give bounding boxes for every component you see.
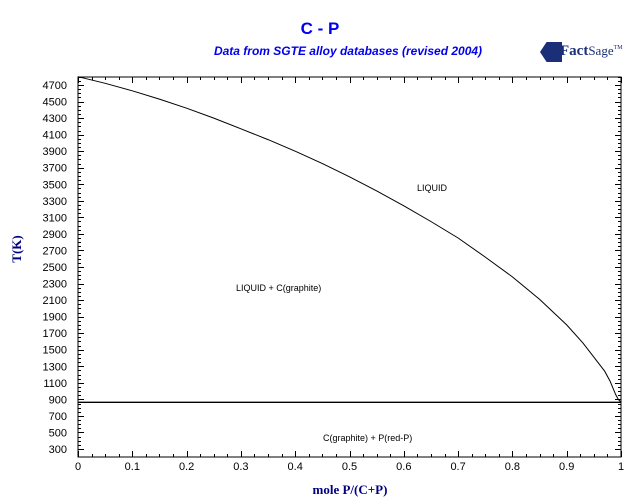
y-tick-label: 4500: [43, 97, 67, 109]
y-tick-label: 300: [49, 444, 67, 456]
y-tick-label: 2700: [43, 245, 67, 257]
logo-text: FactSageTM: [560, 43, 623, 59]
y-tick-label: 1500: [43, 345, 67, 357]
factsage-logo-icon: [540, 42, 562, 62]
chart-title: C - P: [300, 19, 340, 38]
y-tick-label: 4700: [43, 80, 67, 92]
y-tick-label: 2100: [43, 295, 67, 307]
y-tick-label: 900: [49, 394, 67, 406]
y-tick-label: 700: [49, 411, 67, 423]
region-label-solid: C(graphite) + P(red-P): [323, 433, 413, 443]
y-tick-label: 3900: [43, 146, 67, 158]
liquidus-curve: [77, 76, 622, 403]
y-tick-label: 500: [49, 427, 67, 439]
x-tick-label: 0.1: [125, 461, 140, 473]
chart-subtitle: Data from SGTE alloy databases (revised …: [213, 44, 483, 58]
x-tick-label: 0: [75, 461, 81, 473]
x-tick-label: 0.8: [505, 461, 520, 473]
y-tick-label: 3700: [43, 163, 67, 175]
y-tick-label: 2500: [43, 262, 67, 274]
y-tick-label: 3500: [43, 179, 67, 191]
y-tick-label: 3100: [43, 212, 67, 224]
y-tick-label: 2900: [43, 229, 67, 241]
x-tick-label: 1: [618, 461, 624, 473]
region-label-liquid-graphite: LIQUID + C(graphite): [236, 283, 322, 293]
y-tick-label: 4300: [43, 113, 67, 125]
y-tick-label: 1100: [43, 378, 67, 390]
x-tick-label: 0.9: [559, 461, 574, 473]
x-tick-label: 0.3: [233, 461, 248, 473]
y-tick-label: 1300: [43, 361, 67, 373]
y-axis-label: T(K): [9, 235, 24, 263]
x-tick-label: 0.2: [179, 461, 194, 473]
x-tick-label: 0.5: [342, 461, 357, 473]
y-tick-label: 2300: [43, 279, 67, 291]
y-tick-label: 1900: [43, 312, 67, 324]
y-tick-label: 1700: [43, 328, 67, 340]
y-tick-label: 3300: [43, 196, 67, 208]
factsage-logo: FactSageTM: [540, 40, 640, 66]
y-tick-label: 4100: [43, 130, 67, 142]
x-tick-label: 0.4: [288, 461, 303, 473]
region-label-liquid: LIQUID: [417, 183, 448, 193]
x-axis-label: mole P/(C+P): [312, 482, 388, 497]
x-tick-label: 0.6: [396, 461, 411, 473]
plot-frame: [77, 76, 622, 458]
x-tick-label: 0.7: [450, 461, 465, 473]
